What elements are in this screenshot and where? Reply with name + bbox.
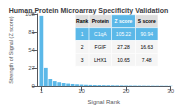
svg-text:Signal Rank: Signal Rank [88,99,121,105]
svg-text:7.48: 7.48 [142,57,152,63]
svg-text:10: 10 [78,88,85,94]
svg-text:Human Protein Microarray Speci: Human Protein Microarray Specificity Val… [9,7,169,15]
svg-text:54: 54 [28,47,35,53]
svg-text:27: 27 [28,65,35,71]
svg-text:81: 81 [28,29,35,35]
svg-text:105.22: 105.22 [116,31,132,37]
svg-text:1: 1 [81,31,84,37]
svg-text:3: 3 [81,57,84,63]
svg-text:FGIF: FGIF [95,44,106,50]
svg-text:10.65: 10.65 [117,57,130,63]
svg-text:Z score: Z score [115,18,133,24]
svg-text:0: 0 [32,83,36,89]
svg-text:1: 1 [40,88,44,94]
svg-text:C1qA: C1qA [94,31,107,37]
svg-text:2: 2 [81,44,84,50]
svg-text:90.94: 90.94 [140,31,153,37]
svg-text:30: 30 [167,88,174,94]
svg-text:Protein: Protein [92,18,109,24]
svg-text:LHX1: LHX1 [94,57,107,63]
svg-text:16.63: 16.63 [140,44,153,50]
svg-text:20: 20 [123,88,130,94]
svg-text:Strength of Signal (Z score): Strength of Signal (Z score) [8,16,14,83]
svg-text:108: 108 [24,11,35,17]
svg-text:27.28: 27.28 [117,44,130,50]
svg-text:S score: S score [138,18,156,24]
svg-text:Rank: Rank [76,18,88,24]
